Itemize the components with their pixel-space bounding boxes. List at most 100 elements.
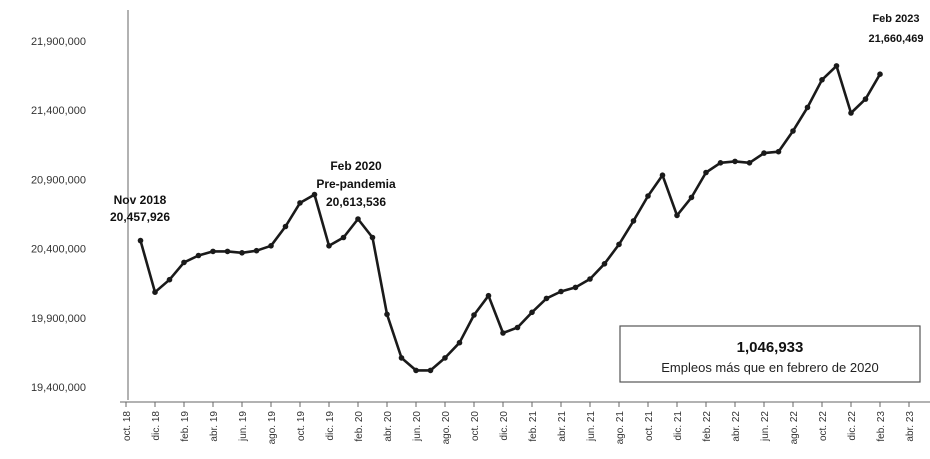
data-point — [224, 248, 231, 255]
x-tick-label: feb. 22 — [702, 411, 713, 442]
x-tick-label: abr. 21 — [557, 411, 568, 442]
x-tick-label: dic. 22 — [847, 411, 858, 441]
x-tick-label: feb. 20 — [354, 411, 365, 442]
y-tick-label: 20,900,000 — [31, 174, 86, 186]
callout-text: Empleos más que en febrero de 2020 — [661, 360, 879, 375]
data-point — [282, 223, 289, 230]
data-point — [137, 237, 144, 244]
annotation-nov-2018: Nov 2018 20,457,926 — [110, 193, 170, 224]
x-tick-label: jun. 21 — [586, 411, 597, 442]
annotation-feb-2020-sublabel: Pre-pandemia — [316, 177, 396, 191]
data-point — [790, 128, 796, 134]
data-point — [413, 367, 419, 374]
x-tick-label: dic. 21 — [673, 411, 684, 441]
data-point — [558, 288, 564, 295]
callout-value: 1,046,933 — [737, 339, 804, 356]
data-point — [659, 172, 666, 178]
data-point — [572, 284, 579, 291]
x-tick-label: ago. 19 — [267, 411, 278, 445]
data-point — [268, 243, 274, 249]
data-point — [587, 276, 593, 282]
data-point — [703, 169, 709, 176]
x-tick-label: oct. 21 — [644, 411, 655, 441]
data-point — [398, 355, 405, 361]
data-point — [543, 295, 550, 302]
data-point — [848, 110, 854, 116]
data-point — [152, 289, 158, 296]
x-tick-label: abr. 23 — [905, 411, 916, 442]
annotation-nov-2018-value: 20,457,926 — [110, 210, 170, 224]
annotation-feb-2023-label: Feb 2023 — [872, 13, 919, 25]
data-point — [514, 324, 521, 331]
data-point — [326, 243, 332, 249]
data-point — [674, 212, 680, 219]
data-point — [877, 71, 883, 77]
data-point — [456, 339, 463, 346]
x-tick-label: abr. 19 — [209, 411, 220, 442]
x-tick-label: oct. 22 — [818, 411, 829, 441]
annotation-feb-2020: Feb 2020 Pre-pandemia 20,613,536 — [316, 159, 396, 209]
y-tick-label: 19,400,000 — [31, 382, 86, 394]
data-point — [442, 355, 448, 361]
data-points — [137, 63, 883, 374]
data-point — [500, 330, 506, 336]
x-axis: oct. 18 dic. 18 feb. 19 abr. 19 jun. 19 ago. … — [120, 401, 930, 445]
annotation-feb-2020-value: 20,613,536 — [326, 195, 386, 209]
annotation-feb-2023-value: 21,660,469 — [868, 33, 923, 45]
data-point — [210, 248, 216, 255]
data-point — [239, 250, 245, 256]
series-line — [139, 64, 882, 372]
data-point — [717, 160, 724, 166]
x-tick-label: feb. 23 — [876, 411, 887, 442]
data-point — [427, 367, 434, 374]
x-tick-label: jun. 19 — [238, 411, 249, 442]
data-point — [369, 234, 376, 241]
x-tick-label: jun. 22 — [760, 411, 771, 442]
y-tick-label: 21,400,000 — [31, 105, 86, 117]
data-point — [181, 259, 187, 266]
data-point — [471, 312, 477, 318]
data-point — [862, 96, 869, 102]
data-point — [732, 158, 738, 165]
annotation-feb-2020-label: Feb 2020 — [330, 159, 382, 173]
x-tick-label: dic. 20 — [499, 411, 510, 441]
x-tick-label: ago. 20 — [441, 411, 452, 445]
data-point — [601, 261, 608, 267]
data-point — [355, 216, 361, 222]
x-tick-label: ago. 22 — [789, 411, 800, 445]
data-point — [688, 194, 695, 201]
data-point — [819, 77, 825, 83]
x-tick-label: feb. 21 — [528, 411, 539, 442]
x-tick-label: dic. 19 — [325, 411, 336, 441]
data-point — [761, 150, 767, 156]
annotation-nov-2018-label: Nov 2018 — [114, 193, 167, 207]
x-tick-label: ago. 21 — [615, 411, 626, 445]
data-point — [384, 311, 390, 318]
y-tick-label: 20,400,000 — [31, 244, 86, 256]
data-point — [529, 309, 535, 316]
data-point — [166, 276, 173, 283]
callout-box: 1,046,933 Empleos más que en febrero de … — [619, 325, 921, 383]
data-point — [804, 104, 811, 111]
data-point — [775, 148, 782, 155]
data-point — [311, 191, 318, 198]
x-tick-label: oct. 18 — [122, 411, 133, 441]
y-axis: 19,400,000 19,900,000 20,400,000 20,900,000… — [31, 10, 129, 400]
y-tick-label: 19,900,000 — [31, 313, 86, 325]
data-point — [195, 252, 202, 259]
x-tick-label: oct. 19 — [296, 411, 307, 441]
data-point — [485, 292, 492, 299]
x-tick-label: abr. 22 — [731, 411, 742, 442]
x-tick-label: oct. 20 — [470, 411, 481, 441]
data-point — [340, 234, 347, 241]
data-point — [297, 200, 303, 206]
data-point — [253, 247, 260, 254]
callout-box-frame — [619, 325, 921, 383]
x-tick-label: dic. 18 — [151, 411, 162, 441]
annotation-feb-2023: Feb 2023 21,660,469 — [868, 13, 923, 45]
data-point — [616, 241, 622, 248]
data-point — [630, 218, 637, 224]
data-point — [746, 160, 753, 166]
x-tick-label: jun. 20 — [412, 411, 423, 442]
